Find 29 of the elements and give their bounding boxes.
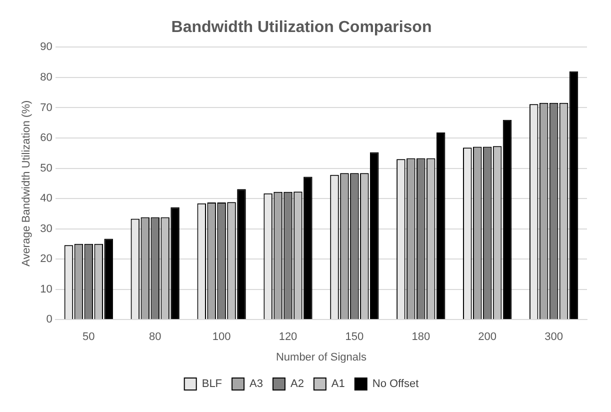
y-axis-title: Average Bandwidth Utilization (%) — [20, 100, 33, 266]
y-tick-label: 50 — [40, 162, 52, 174]
y-tick-label: 30 — [40, 222, 52, 235]
legend-label: A3 — [250, 378, 263, 390]
y-tick-label: 10 — [40, 283, 52, 296]
y-tick-label: 40 — [40, 192, 52, 205]
y-tick-label: 80 — [40, 72, 52, 84]
x-tick-label: 300 — [544, 331, 563, 344]
legend-label: BLF — [202, 378, 222, 390]
x-tick-label: 100 — [212, 331, 231, 344]
legend-label: A2 — [290, 378, 304, 390]
x-tick-label: 80 — [148, 331, 162, 344]
y-tick-label: 0 — [46, 314, 52, 326]
x-tick-label: 200 — [478, 331, 497, 344]
bar — [237, 189, 246, 320]
y-tick-label: 60 — [40, 132, 52, 144]
y-tick-label: 90 — [40, 41, 52, 54]
x-tick-label: 50 — [82, 331, 95, 344]
bar — [304, 176, 312, 320]
legend-label: No Offset — [372, 378, 419, 390]
y-tick-label: 20 — [40, 253, 52, 266]
x-tick-label: 120 — [278, 331, 298, 344]
x-tick-label: 180 — [412, 331, 430, 344]
legend-label: A1 — [331, 378, 345, 390]
chart-title: Bandwidth Utilization Comparison — [171, 19, 432, 36]
x-tick-label: 150 — [345, 331, 364, 344]
x-axis-title: Number of Signals — [276, 351, 367, 364]
y-tick-label: 70 — [40, 102, 52, 114]
bar — [170, 207, 180, 320]
